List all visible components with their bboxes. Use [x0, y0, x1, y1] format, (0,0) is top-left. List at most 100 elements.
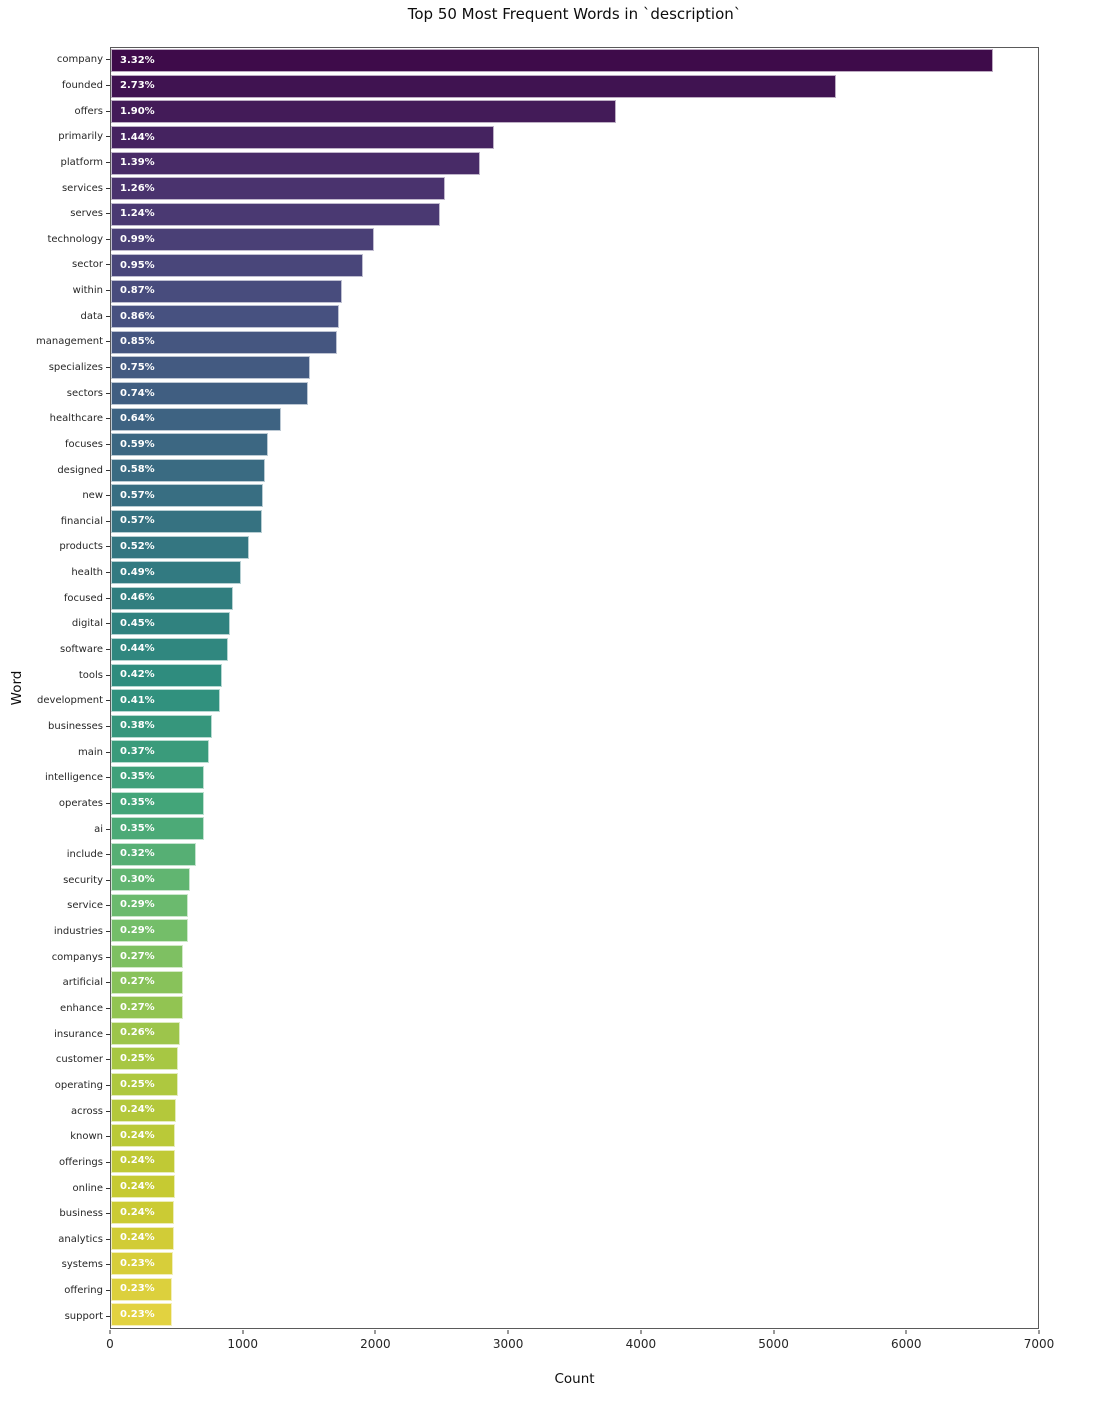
y-tick-mark	[106, 1059, 110, 1061]
bar-companys: 0.27%	[111, 945, 184, 969]
y-tick-label: systems	[61, 1259, 103, 1271]
x-tick-label: 2000	[360, 1337, 391, 1351]
bar-percentage-label: 0.25%	[120, 1052, 155, 1064]
x-tick-label: 1000	[227, 1337, 258, 1351]
y-tick-label: operates	[58, 797, 103, 809]
y-tick-mark	[106, 495, 110, 497]
y-tick: offers	[0, 98, 110, 124]
bar-row: 0.42%	[111, 662, 1038, 688]
bar-row: 1.26%	[111, 176, 1038, 202]
bar-percentage-label: 0.49%	[120, 566, 155, 578]
y-tick: offering	[0, 1278, 110, 1304]
x-tick-mark	[905, 1330, 907, 1334]
bar-row: 1.44%	[111, 125, 1038, 151]
bar-percentage-label: 1.26%	[120, 182, 155, 194]
bar-percentage-label: 0.35%	[120, 771, 155, 783]
y-tick-mark	[106, 1187, 110, 1189]
bar-percentage-label: 0.27%	[120, 976, 155, 988]
bar-intelligence: 0.35%	[111, 765, 205, 789]
y-tick-mark	[106, 1315, 110, 1317]
bar-percentage-label: 0.52%	[120, 541, 155, 553]
bar-percentage-label: 0.85%	[120, 336, 155, 348]
bar-include: 0.32%	[111, 842, 196, 866]
bar-percentage-label: 1.44%	[120, 131, 155, 143]
y-tick: digital	[0, 611, 110, 637]
y-tick: systems	[0, 1252, 110, 1278]
bar-row: 0.45%	[111, 611, 1038, 637]
bar-row: 0.24%	[111, 1174, 1038, 1200]
y-tick-label: online	[72, 1182, 103, 1194]
y-tick-label: platform	[60, 156, 104, 168]
y-tick: known	[0, 1124, 110, 1150]
bar-percentage-label: 0.45%	[120, 617, 155, 629]
bar-development: 0.41%	[111, 689, 221, 713]
y-tick: main	[0, 739, 110, 765]
bar-row: 0.57%	[111, 483, 1038, 509]
y-tick-label: industries	[53, 926, 103, 938]
y-tick-mark	[106, 1238, 110, 1240]
y-tick-mark	[106, 187, 110, 189]
bar-row: 0.75%	[111, 355, 1038, 381]
bar-row: 0.57%	[111, 509, 1038, 535]
bar-security: 0.30%	[111, 868, 191, 892]
bar-row: 0.64%	[111, 406, 1038, 432]
y-tick-label: new	[82, 490, 103, 502]
y-tick-label: offerings	[59, 1156, 103, 1168]
y-tick-label: businesses	[48, 720, 103, 732]
y-tick: include	[0, 842, 110, 868]
y-tick-label: known	[70, 1131, 103, 1143]
y-tick-mark	[106, 777, 110, 779]
bar-percentage-label: 0.37%	[120, 745, 155, 757]
bar-specializes: 0.75%	[111, 356, 311, 380]
bar-offering: 0.23%	[111, 1277, 173, 1301]
y-tick-label: offering	[64, 1285, 103, 1297]
y-tick-label: operating	[54, 1079, 103, 1091]
y-tick-label: healthcare	[49, 413, 103, 425]
y-tick-label: across	[70, 1105, 103, 1117]
x-tick-mark	[109, 1330, 111, 1334]
y-tick: across	[0, 1098, 110, 1124]
y-tick-label: founded	[61, 79, 103, 91]
x-axis: 0 1000 2000 3000 4000 5000 6000 7000	[106, 1330, 1054, 1364]
bar-row: 0.87%	[111, 278, 1038, 304]
bar-customer: 0.25%	[111, 1047, 178, 1071]
plot-area: 3.32% 2.73% 1.90% 1.44% 1.39% 1.26% 1.24% 0.99%…	[110, 47, 1039, 1329]
bar-percentage-label: 0.24%	[120, 1155, 155, 1167]
bar-known: 0.24%	[111, 1124, 176, 1148]
y-tick: products	[0, 534, 110, 560]
bar-row: 1.39%	[111, 150, 1038, 176]
y-tick-mark	[106, 341, 110, 343]
bar-new: 0.57%	[111, 484, 263, 508]
y-tick-label: analytics	[58, 1233, 103, 1245]
bar-business: 0.24%	[111, 1201, 175, 1225]
y-tick-mark	[106, 59, 110, 61]
bar-row: 0.24%	[111, 1123, 1038, 1149]
y-tick-label: health	[71, 567, 103, 579]
y-tick-label: support	[64, 1310, 103, 1322]
y-tick: industries	[0, 919, 110, 945]
bar-health: 0.49%	[111, 561, 242, 585]
y-tick-mark	[106, 1213, 110, 1215]
y-tick-mark	[106, 854, 110, 856]
bar-row: 0.26%	[111, 1021, 1038, 1047]
y-tick-label: tools	[78, 669, 103, 681]
bar-services: 1.26%	[111, 177, 446, 201]
bar-row: 0.23%	[111, 1302, 1038, 1328]
bar-sector: 0.95%	[111, 254, 363, 278]
y-tick-label: digital	[71, 618, 103, 630]
y-tick-mark	[106, 649, 110, 651]
bar-row: 0.35%	[111, 765, 1038, 791]
y-tick-mark	[106, 110, 110, 112]
bar-percentage-label: 0.86%	[120, 310, 155, 322]
bar-percentage-label: 0.59%	[120, 438, 155, 450]
y-tick: data	[0, 303, 110, 329]
bar-businesses: 0.38%	[111, 714, 213, 738]
y-tick-mark	[106, 84, 110, 86]
bar-main: 0.37%	[111, 740, 209, 764]
x-tick-label: 0	[106, 1337, 114, 1351]
y-tick-label: focuses	[64, 438, 103, 450]
bar-percentage-label: 0.23%	[120, 1283, 155, 1295]
bar-row: 0.37%	[111, 739, 1038, 765]
bar-sectors: 0.74%	[111, 382, 308, 406]
